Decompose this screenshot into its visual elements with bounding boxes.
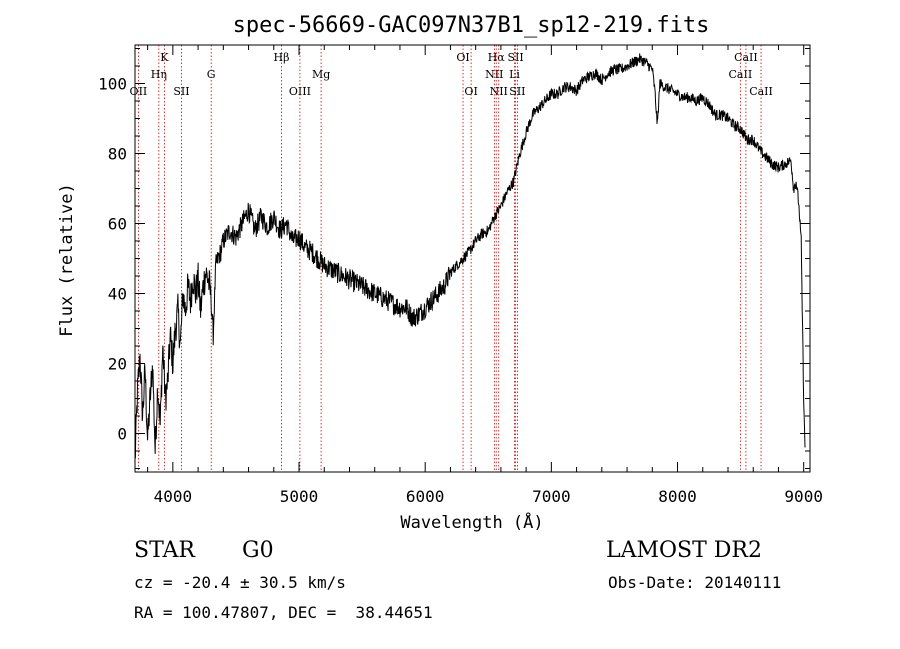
object-class: STAR: [134, 538, 195, 563]
line-marker-label: Hβ: [274, 51, 290, 64]
line-marker-label: SII: [508, 51, 524, 64]
line-marker-label: SII: [509, 85, 525, 98]
line-marker-label: CaII: [734, 51, 758, 64]
obs-date: Obs-Date: 20140111: [608, 573, 782, 592]
spectral-line-markers: OIIKHηSIIGHβOIIIMgOIOINIIHαNIILiSIISIICa…: [130, 45, 773, 472]
y-tick-label: 20: [108, 355, 127, 374]
line-marker-label: Mg: [312, 68, 330, 81]
plot-frame: [134, 44, 811, 473]
y-tick-label: 100: [98, 75, 127, 94]
x-axis-label: Wavelength (Å): [400, 511, 543, 533]
line-marker-label: NII: [490, 85, 508, 98]
line-marker-label: K: [160, 51, 169, 64]
coordinates: RA = 100.47807, DEC = 38.44651: [134, 603, 433, 622]
x-tick-label: 7000: [532, 487, 571, 506]
series-layer: [134, 53, 806, 459]
line-marker-label: OII: [130, 85, 148, 98]
line-marker-label: OIII: [289, 85, 311, 98]
x-tick-label: 9000: [784, 487, 823, 506]
survey-name: LAMOST DR2: [606, 538, 762, 563]
chart-title: spec-56669-GAC097N37B1_sp12-219.fits: [233, 13, 710, 38]
axis-ticks: 4000 5000 6000 7000 8000 9000 0 20 40 60 80 100: [98, 45, 823, 506]
line-marker-label: Li: [509, 68, 520, 81]
y-tick-label: 40: [108, 285, 127, 304]
line-marker-label: OI: [464, 85, 477, 98]
y-axis-label: Flux (relative): [57, 183, 77, 337]
line-marker-label: SII: [173, 85, 189, 98]
line-marker-label: CaII: [749, 85, 773, 98]
line-marker-label: Hη: [151, 68, 167, 81]
x-tick-label: 4000: [154, 487, 193, 506]
line-marker-label: NII: [485, 68, 503, 81]
velocity-readout: cz = -20.4 ± 30.5 km/s: [134, 573, 346, 592]
line-marker-label: Hα: [488, 51, 506, 64]
x-tick-label: 5000: [280, 487, 319, 506]
x-tick-label: 8000: [658, 487, 697, 506]
y-tick-label: 60: [108, 215, 127, 234]
spectrum-line: [134, 53, 806, 459]
line-marker-label: OI: [456, 51, 469, 64]
x-tick-label: 6000: [406, 487, 445, 506]
y-tick-label: 0: [117, 425, 127, 444]
y-tick-label: 80: [108, 145, 127, 164]
line-marker-label: G: [207, 68, 216, 81]
line-marker-label: CaII: [729, 68, 753, 81]
object-subclass: G0: [242, 538, 274, 563]
